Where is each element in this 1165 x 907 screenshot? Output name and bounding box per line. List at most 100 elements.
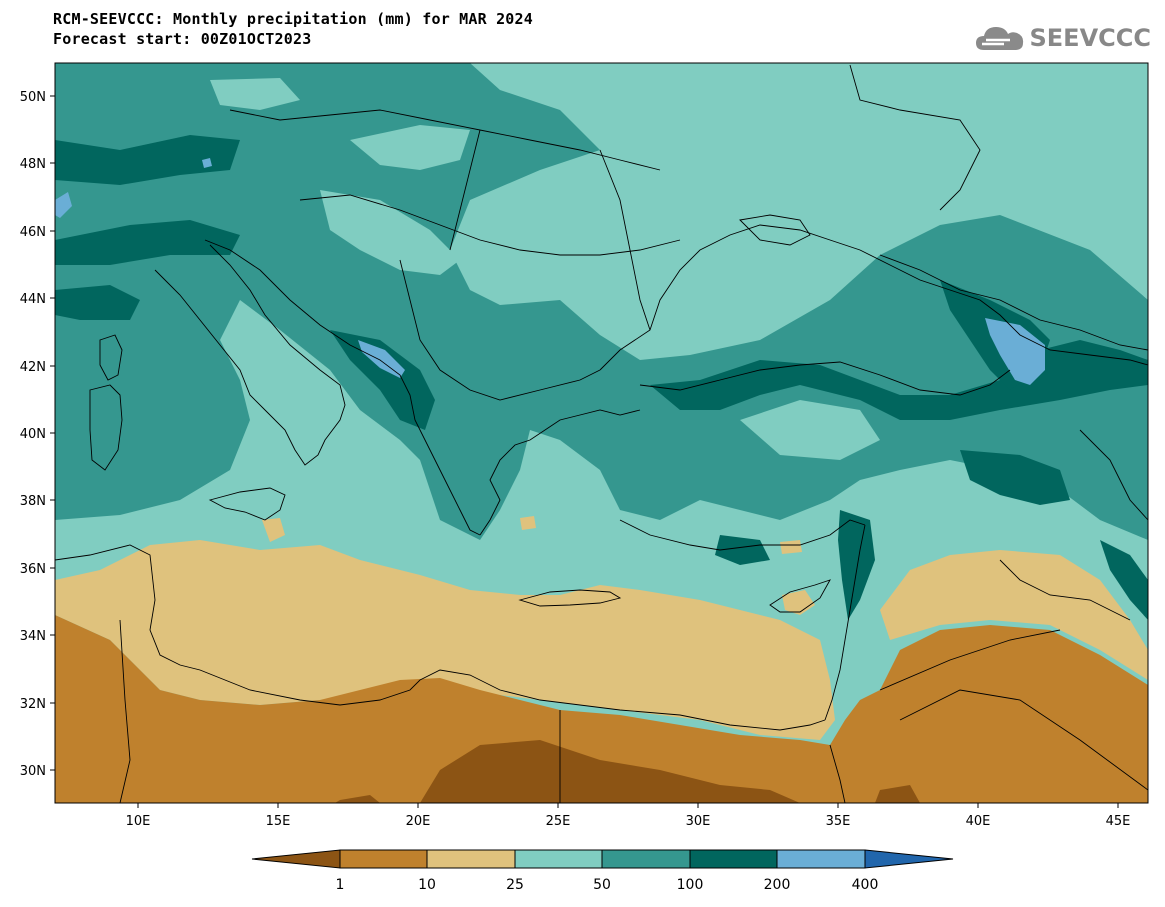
colorbar-segment-200-400 bbox=[776, 849, 866, 869]
north-africa-coastline bbox=[55, 544, 826, 731]
colorbar-label: 10 bbox=[418, 877, 436, 893]
precip-area-25-50 bbox=[350, 125, 470, 170]
precip-area-below-1 bbox=[335, 795, 380, 803]
crete-coastline bbox=[518, 589, 622, 607]
lat-tick-label: 48N bbox=[20, 157, 46, 172]
country-borders bbox=[119, 619, 131, 803]
coastlines-borders bbox=[55, 64, 1148, 803]
cloud-logo-icon bbox=[975, 27, 1023, 50]
lat-tick-label: 34N bbox=[20, 629, 46, 644]
greece-coastline bbox=[479, 409, 641, 536]
sardinia-coastline bbox=[89, 384, 123, 471]
precip-area-25-50 bbox=[210, 78, 300, 110]
precip-area-10-25 bbox=[262, 518, 285, 542]
precip-area-100-200 bbox=[715, 535, 770, 565]
country-borders bbox=[1079, 429, 1148, 521]
lon-tick-label: 10E bbox=[126, 814, 151, 829]
lat-tick-label: 42N bbox=[20, 360, 46, 375]
precip-area-25-50 bbox=[740, 400, 880, 460]
country-borders bbox=[999, 559, 1131, 621]
cyprus-coastline bbox=[769, 579, 831, 613]
precip-area-25-50 bbox=[320, 190, 460, 275]
colorbar-labels: 1 10 25 50 100 200 400 bbox=[336, 877, 879, 893]
seevccc-logo: SEEVCCC bbox=[974, 20, 1152, 56]
levant-coastline bbox=[824, 524, 866, 721]
precip-area-below-1 bbox=[420, 740, 800, 803]
country-borders bbox=[299, 194, 681, 256]
precip-area-100-200 bbox=[650, 340, 1148, 420]
sicily-coastline bbox=[208, 487, 286, 521]
colorbar-segment-below-1 bbox=[251, 849, 341, 869]
lat-tick-label: 30N bbox=[20, 764, 46, 779]
precip-area-100-200 bbox=[838, 510, 875, 620]
longitude-labels: 10E 15E 20E 25E 30E 35E 40E 45E bbox=[126, 814, 1131, 829]
country-borders bbox=[449, 129, 481, 251]
colorbar-label: 50 bbox=[593, 877, 611, 893]
precip-area-200-400 bbox=[202, 158, 212, 168]
colorbar-segment-100-200 bbox=[689, 849, 778, 869]
lon-tick-label: 45E bbox=[1106, 814, 1131, 829]
colorbar-label: 100 bbox=[677, 877, 704, 893]
black-sea-coastline bbox=[599, 224, 1148, 371]
latitude-labels: 50N 48N 46N 44N 42N 40N 38N 36N 34N 32N … bbox=[20, 90, 46, 779]
precip-area-100-200 bbox=[55, 220, 240, 265]
colorbar-label: 25 bbox=[506, 877, 524, 893]
lon-tick-label: 40E bbox=[966, 814, 991, 829]
precip-area-1-10 bbox=[55, 615, 1148, 803]
precip-area-10-25 bbox=[782, 590, 815, 615]
country-borders bbox=[229, 109, 661, 171]
lat-tick-label: 38N bbox=[20, 494, 46, 509]
country-borders bbox=[599, 149, 651, 331]
lon-tick-label: 30E bbox=[686, 814, 711, 829]
precip-area-10-25 bbox=[780, 540, 802, 554]
country-borders bbox=[899, 689, 1148, 791]
logo-text: SEEVCCC bbox=[1029, 24, 1152, 52]
corsica-coastline bbox=[99, 334, 123, 381]
italy-coastline bbox=[154, 244, 346, 466]
precip-area-100-200 bbox=[55, 135, 240, 185]
colorbar-label: 1 bbox=[336, 877, 345, 893]
colorbar-segment-25-50 bbox=[514, 849, 603, 869]
lat-tick-label: 36N bbox=[20, 562, 46, 577]
lat-tick-label: 50N bbox=[20, 90, 46, 105]
colorbar-segment-above-400 bbox=[864, 849, 954, 869]
precip-area-below-1 bbox=[875, 785, 920, 803]
precip-area-100-200 bbox=[1100, 540, 1148, 620]
precip-area-100-200 bbox=[55, 285, 140, 320]
crimea-coastline bbox=[739, 214, 811, 246]
precip-area-200-400 bbox=[358, 340, 405, 378]
colorbar-label: 400 bbox=[852, 877, 879, 893]
balkan-coastline bbox=[204, 239, 481, 536]
map-fill-layer bbox=[55, 63, 1148, 803]
colorbar-segment-50-100 bbox=[601, 849, 691, 869]
lon-tick-label: 25E bbox=[546, 814, 571, 829]
precip-area-200-400 bbox=[985, 318, 1045, 385]
precip-area-10-25 bbox=[880, 550, 1148, 680]
forecast-start-label: Forecast start: 00Z01OCT2023 bbox=[53, 30, 312, 48]
country-borders bbox=[399, 259, 601, 401]
colorbar-segment-1-10 bbox=[339, 849, 428, 869]
lat-tick-label: 44N bbox=[20, 292, 46, 307]
caucasus-border bbox=[879, 254, 1148, 351]
country-borders bbox=[829, 744, 846, 803]
lat-tick-label: 32N bbox=[20, 697, 46, 712]
colorbar bbox=[251, 849, 954, 869]
axis-ticks bbox=[50, 95, 1119, 808]
black-sea-south-coast bbox=[639, 361, 1011, 396]
country-borders bbox=[879, 629, 1061, 691]
precip-area-100-200 bbox=[330, 330, 435, 430]
precip-area-25-50 bbox=[450, 63, 1148, 360]
colorbar-segment-10-25 bbox=[426, 849, 516, 869]
lon-tick-label: 15E bbox=[266, 814, 291, 829]
precip-area-100-200 bbox=[960, 450, 1070, 505]
precip-area-200-400 bbox=[55, 192, 72, 218]
map-title: RCM-SEEVCCC: Monthly precipitation (mm) … bbox=[53, 10, 533, 28]
precip-area-10-25 bbox=[520, 516, 536, 530]
lon-tick-label: 35E bbox=[826, 814, 851, 829]
lat-tick-label: 40N bbox=[20, 427, 46, 442]
country-borders bbox=[849, 64, 981, 211]
turkey-south-coast bbox=[619, 519, 866, 551]
lon-tick-label: 20E bbox=[406, 814, 431, 829]
colorbar-label: 200 bbox=[764, 877, 791, 893]
